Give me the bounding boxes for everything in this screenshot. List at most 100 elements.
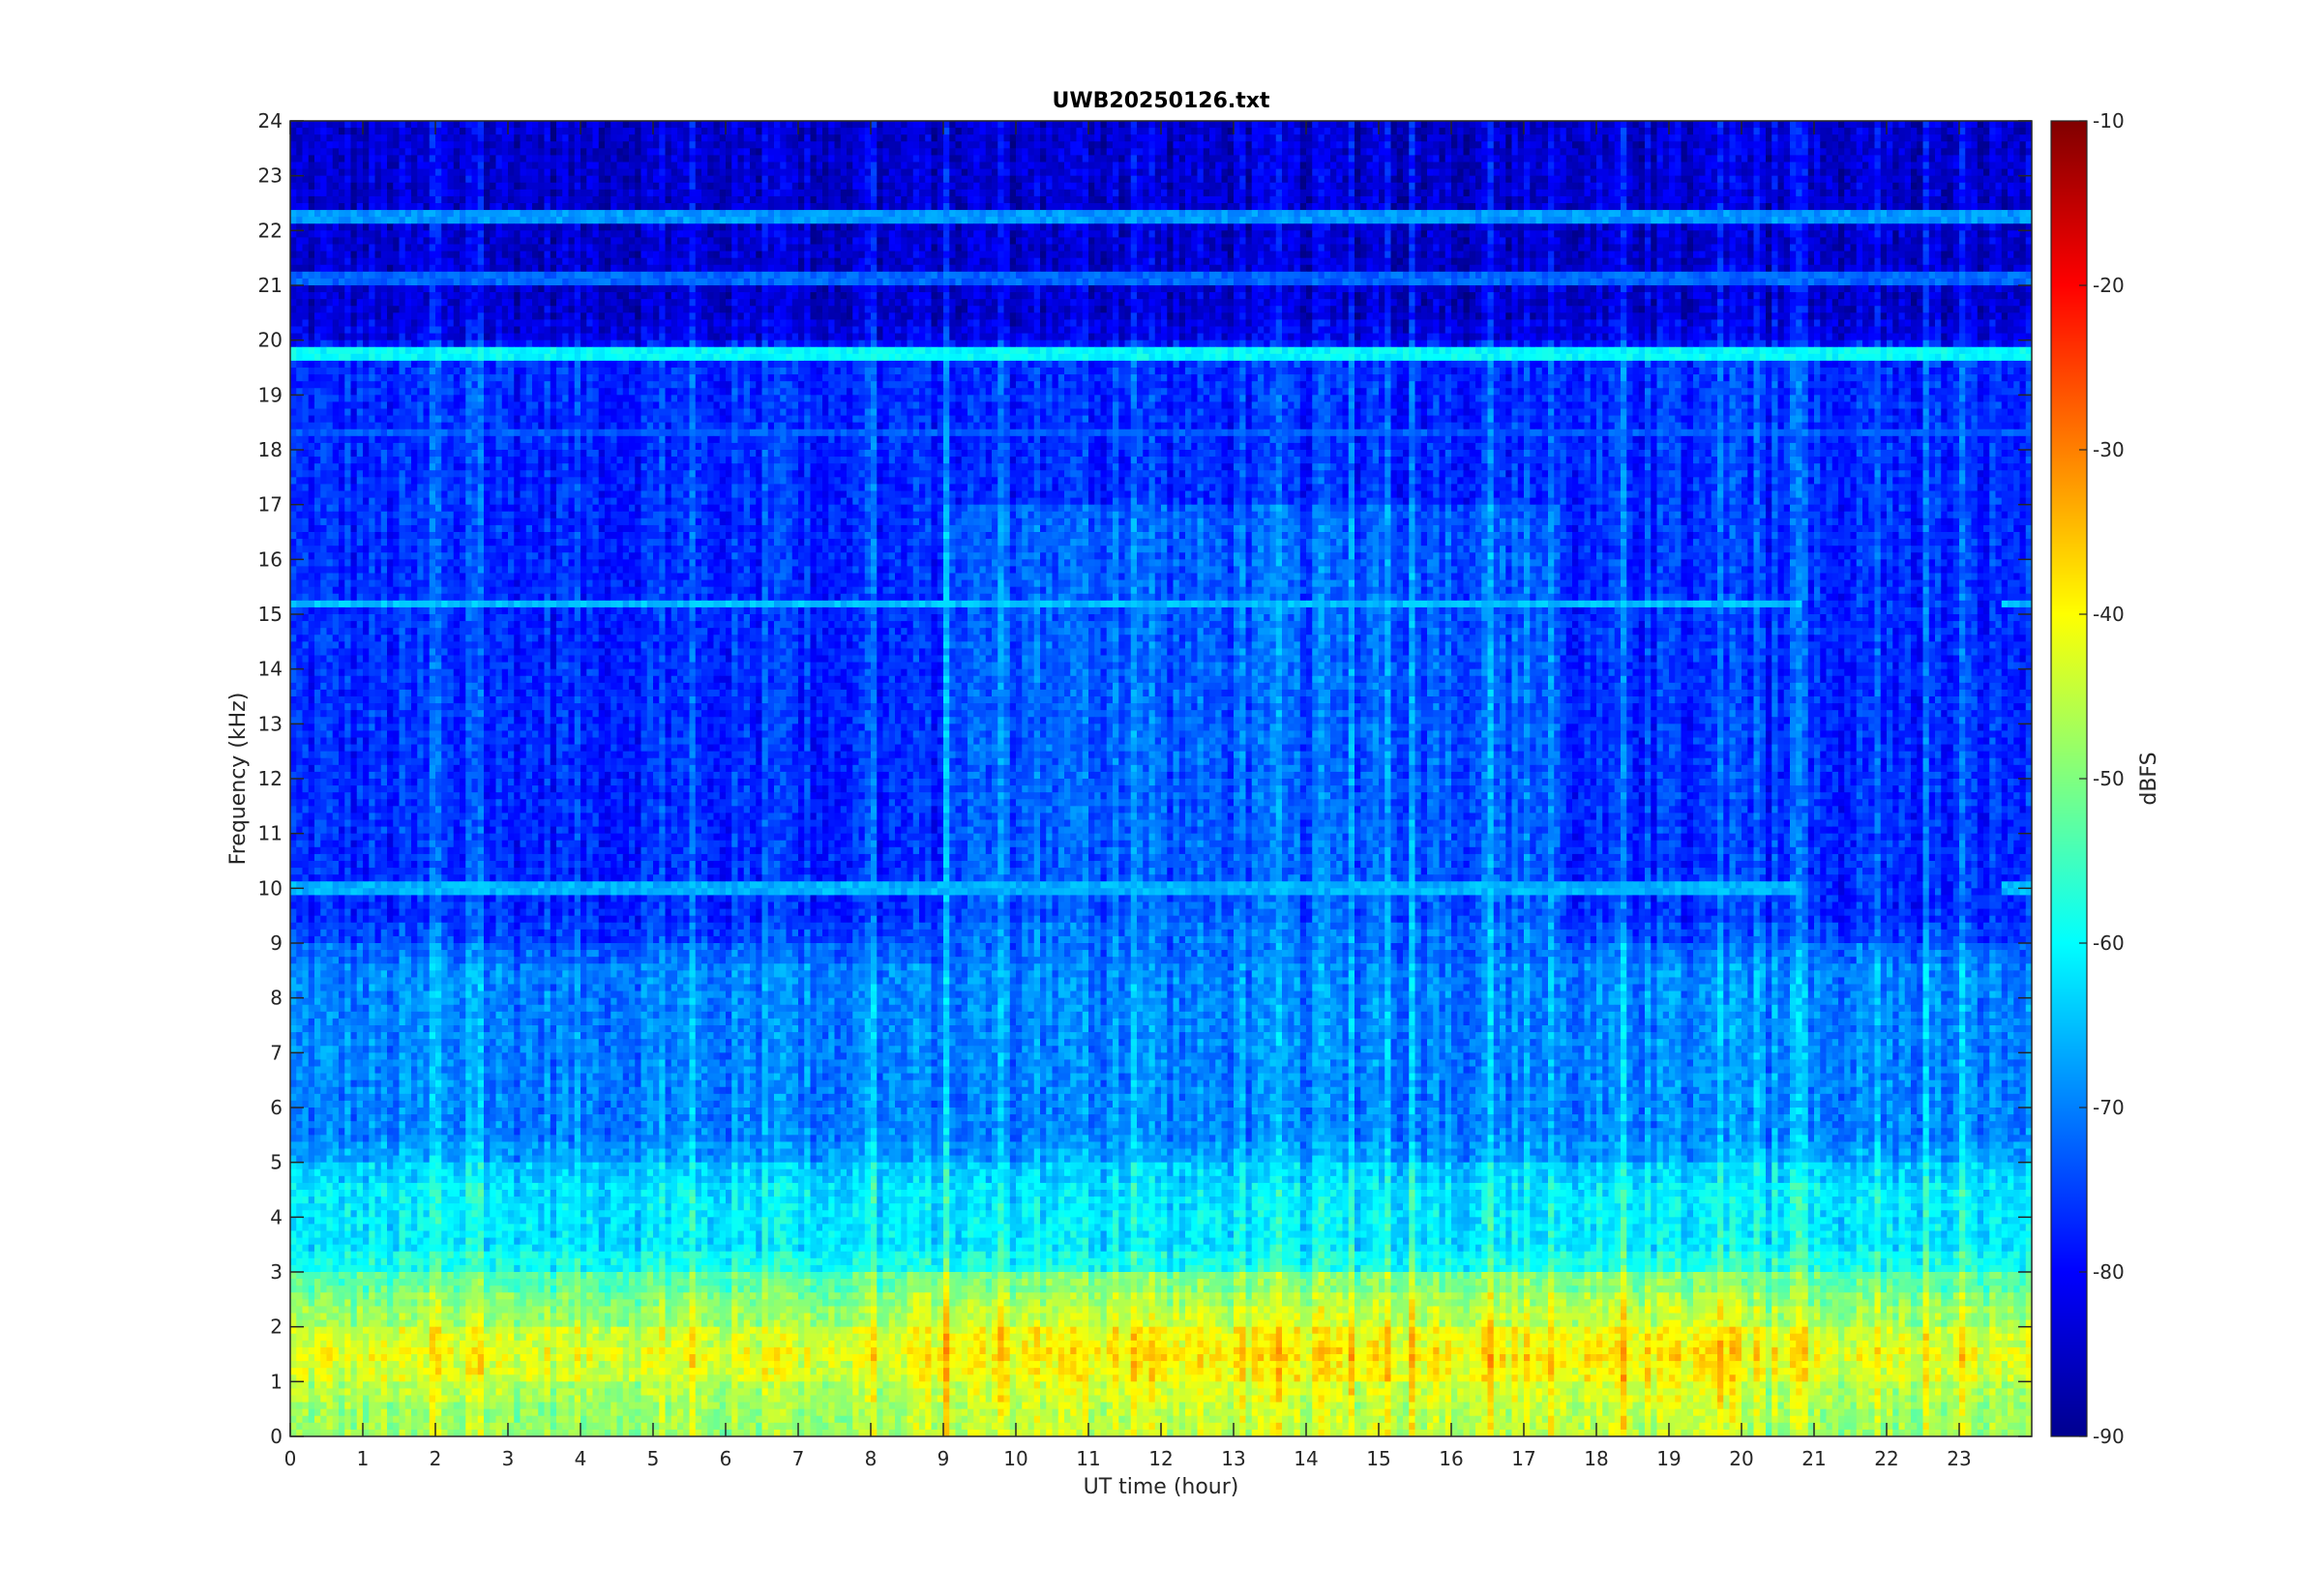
heatmap-cell <box>363 210 370 218</box>
heatmap-cell <box>858 175 866 184</box>
heatmap-cell <box>1621 223 1627 231</box>
heatmap-cell <box>568 230 576 239</box>
heatmap-cell <box>1330 162 1337 170</box>
heatmap-cell <box>1742 203 1748 211</box>
heatmap-cell <box>1632 182 1640 191</box>
heatmap-cell <box>1662 155 1670 163</box>
heatmap-cell <box>1451 223 1458 231</box>
heatmap-cell <box>1390 195 1398 204</box>
heatmap-cell <box>858 155 866 163</box>
heatmap-cell <box>1831 121 1839 129</box>
heatmap-cell <box>1354 134 1361 142</box>
heatmap-cell <box>713 230 721 239</box>
heatmap-cell <box>622 230 630 239</box>
heatmap-cell <box>1420 210 1428 218</box>
heatmap-cell <box>653 223 660 231</box>
heatmap-cell <box>592 168 600 177</box>
heatmap-cell <box>1783 162 1791 170</box>
heatmap-cell <box>683 128 691 135</box>
heatmap-cell <box>997 182 1005 191</box>
heatmap-cell <box>1766 189 1772 197</box>
heatmap-cell <box>2025 175 2032 184</box>
heatmap-cell <box>1433 230 1441 239</box>
heatmap-cell <box>429 189 436 197</box>
heatmap-cell <box>828 237 836 246</box>
heatmap-cell <box>659 230 667 239</box>
heatmap-cell <box>1904 203 1912 211</box>
heatmap-cell <box>937 155 944 163</box>
heatmap-cell <box>1173 162 1180 170</box>
heatmap-cell <box>992 168 998 177</box>
heatmap-cell <box>1420 230 1428 239</box>
heatmap-cell <box>550 175 557 184</box>
heatmap-cell <box>629 223 636 231</box>
heatmap-cell <box>761 195 769 204</box>
heatmap-cell <box>1511 182 1519 191</box>
heatmap-cell <box>635 210 642 218</box>
heatmap-cell <box>1288 203 1295 211</box>
heatmap-cell <box>743 203 751 211</box>
heatmap-cell <box>852 162 860 170</box>
heatmap-cell <box>750 230 757 239</box>
heatmap-cell <box>955 148 963 157</box>
heatmap-cell <box>1064 134 1071 142</box>
heatmap-cell <box>586 148 594 157</box>
heatmap-cell <box>453 237 461 246</box>
heatmap-cell <box>1221 141 1229 149</box>
heatmap-cell <box>2025 162 2032 170</box>
heatmap-cell <box>1269 134 1277 142</box>
heatmap-cell <box>701 134 708 142</box>
heatmap-cell <box>1282 168 1289 177</box>
heatmap-cell <box>1814 155 1821 163</box>
heatmap-cell <box>1306 148 1313 157</box>
heatmap-cell <box>719 182 727 191</box>
heatmap-cell <box>1057 210 1065 218</box>
heatmap-cell <box>828 210 836 218</box>
heatmap-cell <box>1221 223 1229 231</box>
heatmap-cell <box>399 217 406 224</box>
heatmap-cell <box>1251 230 1259 239</box>
heatmap-cell <box>1414 230 1422 239</box>
heatmap-cell <box>1917 121 1924 129</box>
heatmap-cell <box>907 134 914 142</box>
heatmap-cell <box>1766 175 1772 184</box>
heatmap-cell <box>471 217 479 224</box>
heatmap-cell <box>1493 148 1501 157</box>
heatmap-cell <box>1064 141 1071 149</box>
heatmap-cell <box>423 195 431 204</box>
heatmap-cell <box>949 230 957 239</box>
heatmap-cell <box>1530 141 1537 149</box>
heatmap-cell <box>2008 223 2014 231</box>
heatmap-cell <box>888 237 896 246</box>
heatmap-cell <box>290 175 297 184</box>
heatmap-cell <box>544 175 551 184</box>
heatmap-cell <box>1439 195 1446 204</box>
heatmap-cell <box>1796 155 1803 163</box>
heatmap-cell <box>1154 128 1162 135</box>
heatmap-cell <box>598 195 606 204</box>
heatmap-cell <box>1269 195 1277 204</box>
heatmap-cell <box>1971 230 1979 239</box>
heatmap-cell <box>1868 189 1876 197</box>
heatmap-cell <box>1451 155 1458 163</box>
heatmap-cell <box>1584 162 1592 170</box>
heatmap-cell <box>1560 195 1567 204</box>
heatmap-cell <box>1880 168 1888 177</box>
heatmap-cell <box>949 195 957 204</box>
heatmap-cell <box>1565 210 1573 218</box>
heatmap-cell <box>1258 210 1265 218</box>
heatmap-cell <box>1463 189 1471 197</box>
heatmap-cell <box>610 189 618 197</box>
heatmap-cell <box>1651 230 1658 239</box>
heatmap-cell <box>780 168 788 177</box>
heatmap-cell <box>380 162 388 170</box>
heatmap-cell <box>1626 141 1634 149</box>
heatmap-cell <box>670 237 678 246</box>
heatmap-cell <box>1427 203 1434 211</box>
heatmap-cell <box>804 223 812 231</box>
heatmap-cell <box>1729 168 1737 177</box>
heatmap-cell <box>1669 203 1676 211</box>
heatmap-cell <box>1294 128 1301 135</box>
heatmap-cell <box>1444 230 1452 239</box>
heatmap-cell <box>1675 189 1682 197</box>
